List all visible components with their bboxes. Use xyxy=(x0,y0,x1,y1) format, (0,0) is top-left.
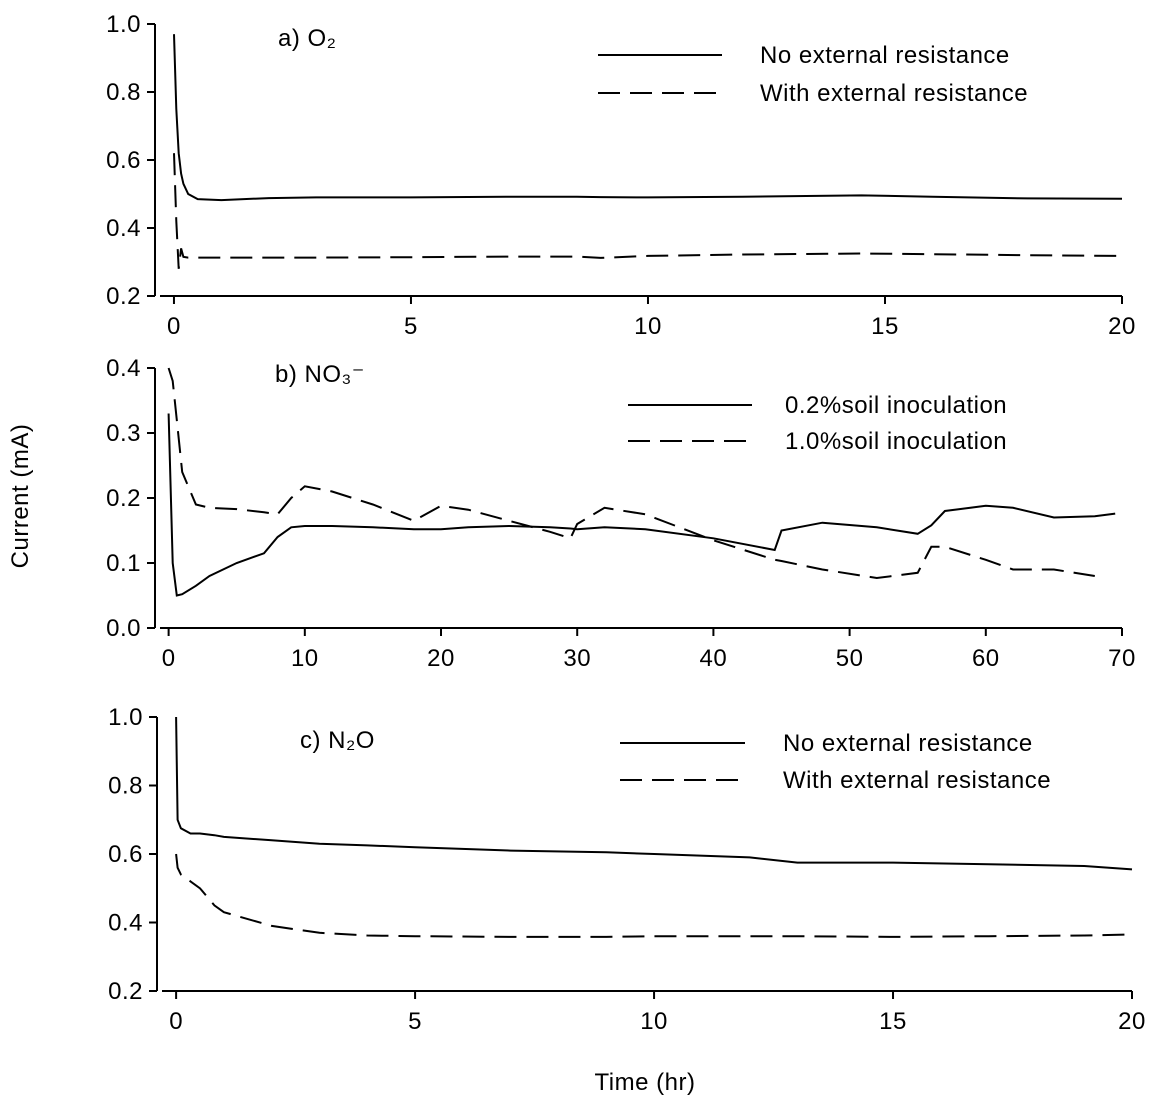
series-line xyxy=(173,153,1123,269)
x-tick-label: 0 xyxy=(162,645,176,672)
x-tick-label: 20 xyxy=(427,645,455,672)
panel-title: c) N₂O xyxy=(300,727,375,754)
panel-title: a) O₂ xyxy=(278,25,337,52)
y-tick-label: 0.6 xyxy=(106,147,141,174)
x-tick-label: 0 xyxy=(167,313,181,340)
y-tick-label: 0.8 xyxy=(108,773,143,800)
legend-label: No external resistance xyxy=(760,42,1010,69)
series-line xyxy=(175,716,1133,871)
y-tick-label: 0.2 xyxy=(106,485,141,512)
y-tick-label: 0.4 xyxy=(106,215,141,242)
y-tick-label: 1.0 xyxy=(106,11,141,38)
panel-title: b) NO₃⁻ xyxy=(275,361,365,388)
y-tick-label: 0.3 xyxy=(106,420,141,447)
y-tick-label: 0.6 xyxy=(108,841,143,868)
x-tick-label: 10 xyxy=(640,1008,668,1035)
y-axis-label: Current (mA) xyxy=(7,424,34,569)
x-tick-label: 5 xyxy=(408,1008,422,1035)
y-tick-label: 1.0 xyxy=(108,704,143,731)
y-tick-label: 0.2 xyxy=(108,978,143,1005)
x-tick-label: 50 xyxy=(836,645,864,672)
series-line xyxy=(167,367,1095,580)
x-tick-label: 20 xyxy=(1108,313,1136,340)
y-tick-label: 0.0 xyxy=(106,615,141,642)
series-line xyxy=(167,413,1116,597)
legend-label: With external resistance xyxy=(760,80,1028,107)
legend-label: 1.0%soil inoculation xyxy=(785,428,1007,455)
x-tick-label: 15 xyxy=(879,1008,907,1035)
x-tick-label: 60 xyxy=(972,645,1000,672)
x-tick-label: 40 xyxy=(700,645,728,672)
x-tick-label: 0 xyxy=(169,1008,183,1035)
y-tick-label: 0.4 xyxy=(108,910,143,937)
x-tick-label: 20 xyxy=(1118,1008,1146,1035)
x-tick-label: 30 xyxy=(563,645,591,672)
x-tick-label: 5 xyxy=(404,313,418,340)
x-axis-label: Time (hr) xyxy=(595,1069,696,1096)
x-tick-label: 10 xyxy=(634,313,662,340)
legend-label: 0.2%soil inoculation xyxy=(785,392,1007,419)
y-tick-label: 0.1 xyxy=(106,550,141,577)
x-tick-label: 10 xyxy=(291,645,319,672)
legend-label: No external resistance xyxy=(783,730,1033,757)
x-tick-label: 15 xyxy=(871,313,899,340)
y-tick-label: 0.4 xyxy=(106,355,141,382)
y-tick-label: 0.2 xyxy=(106,283,141,310)
y-tick-label: 0.8 xyxy=(106,79,141,106)
legend-label: With external resistance xyxy=(783,767,1051,794)
x-tick-label: 70 xyxy=(1108,645,1136,672)
series-line xyxy=(173,34,1123,202)
series-line xyxy=(175,853,1133,938)
